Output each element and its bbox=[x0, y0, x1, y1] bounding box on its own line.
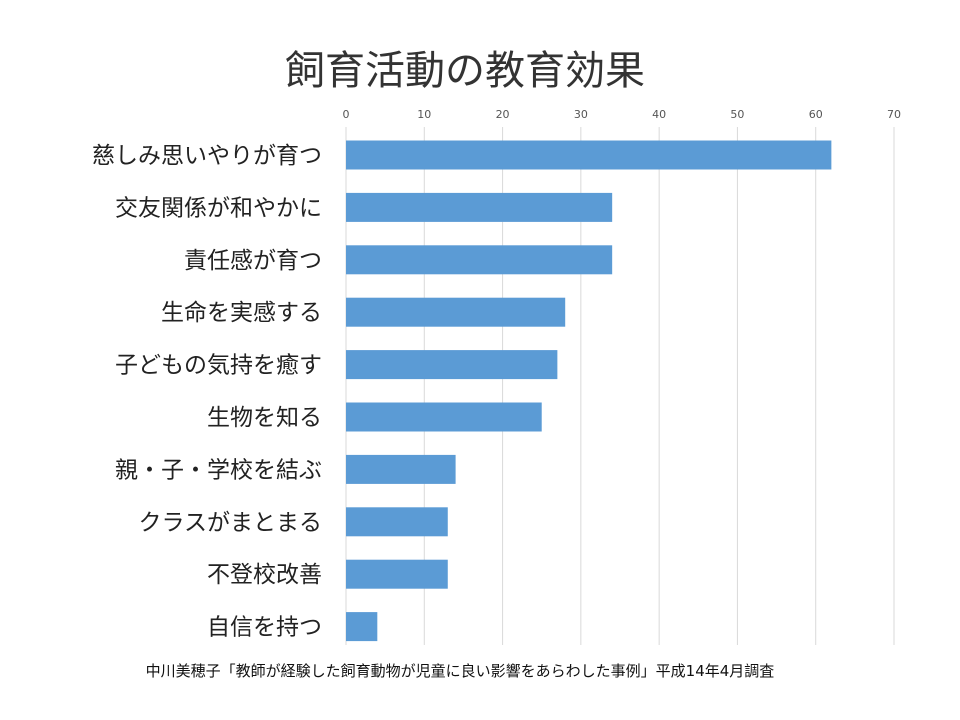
category-label: 慈しみ思いやりが育つ bbox=[92, 143, 322, 169]
bar bbox=[346, 350, 558, 380]
bar bbox=[346, 559, 448, 589]
category-label: 生命を実感する bbox=[161, 300, 322, 326]
bar bbox=[346, 612, 378, 642]
bar bbox=[346, 402, 542, 432]
x-tick-label: 60 bbox=[809, 108, 823, 121]
x-tick-label: 70 bbox=[887, 108, 901, 121]
bars bbox=[346, 140, 832, 642]
x-tick-label: 10 bbox=[417, 108, 431, 121]
category-label: 自信を持つ bbox=[207, 615, 322, 641]
x-tick-label: 40 bbox=[652, 108, 666, 121]
bar bbox=[346, 507, 448, 537]
category-labels: 慈しみ思いやりが育つ交友関係が和やかに責任感が育つ生命を実感する子どもの気持を癒… bbox=[92, 143, 322, 641]
bar bbox=[346, 140, 832, 170]
bar bbox=[346, 454, 456, 484]
category-label: 責任感が育つ bbox=[184, 248, 322, 274]
category-label: 交友関係が和やかに bbox=[115, 195, 322, 221]
category-label: クラスがまとまる bbox=[138, 510, 322, 536]
category-label: 親・子・学校を結ぶ bbox=[115, 457, 322, 483]
x-tick-label: 30 bbox=[574, 108, 588, 121]
x-tick-label: 0 bbox=[343, 108, 350, 121]
x-axis-ticks: 0 10 20 30 40 50 60 70 bbox=[343, 108, 902, 121]
x-tick-label: 20 bbox=[496, 108, 510, 121]
category-label: 生物を知る bbox=[207, 405, 322, 431]
chart-title: 飼育活動の教育効果 bbox=[285, 48, 645, 94]
bar bbox=[346, 192, 613, 222]
source-note: 中川美穂子「教師が経験した飼育動物が児童に良い影響をあらわした事例」平成14年4… bbox=[146, 662, 775, 680]
bar bbox=[346, 297, 566, 327]
bar bbox=[346, 245, 613, 275]
category-label: 不登校改善 bbox=[207, 562, 322, 588]
category-label: 子どもの気持を癒す bbox=[115, 353, 322, 379]
x-tick-label: 50 bbox=[730, 108, 744, 121]
